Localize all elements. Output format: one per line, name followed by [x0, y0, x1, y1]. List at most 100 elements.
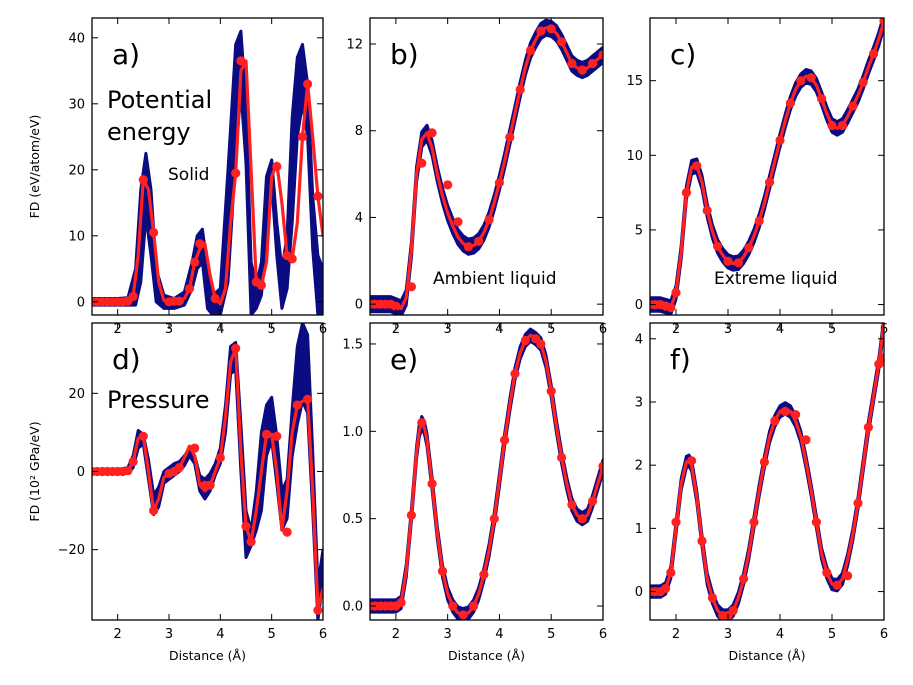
x-tick-label: 5 — [547, 627, 555, 642]
axes-frame — [369, 322, 604, 621]
axes-frame — [91, 17, 324, 316]
data-point — [546, 386, 556, 396]
data-point — [427, 128, 437, 138]
data-point — [437, 566, 448, 576]
y-tick-label: 0 — [77, 465, 85, 480]
x-tick-label: 2 — [114, 627, 122, 642]
x-tick-label: 2 — [672, 627, 680, 642]
data-point — [241, 521, 251, 531]
data-point — [195, 239, 205, 249]
data-point — [567, 500, 577, 510]
data-point — [557, 452, 567, 463]
fit-line — [370, 26, 603, 311]
data-point — [853, 498, 863, 508]
data-point — [661, 583, 671, 594]
data-point — [536, 26, 546, 36]
y-tick-label: 20 — [68, 163, 85, 178]
data-point — [190, 443, 200, 453]
data-point — [874, 359, 884, 369]
data-point — [832, 580, 842, 590]
data-point — [827, 120, 837, 131]
data-point — [174, 296, 184, 306]
y-tick-label: 10 — [626, 149, 643, 164]
data-point — [770, 416, 780, 426]
x-tick-label: 6 — [880, 627, 888, 642]
x-tick-label: 2 — [392, 322, 400, 337]
data-point — [458, 610, 468, 620]
y-axis-label: FD (10² GPa/eV) — [27, 421, 42, 521]
data-point — [463, 242, 473, 252]
x-axis-label: Distance (Å) — [729, 648, 806, 663]
y-tick-label: 0 — [635, 585, 643, 600]
panel-letter: b) — [390, 38, 419, 71]
data-point — [128, 457, 138, 467]
data-point — [744, 243, 754, 253]
data-point — [567, 58, 577, 69]
x-tick-label: 4 — [776, 627, 784, 642]
data-point — [536, 339, 546, 349]
data-point — [448, 601, 458, 611]
x-tick-label: 4 — [216, 322, 224, 337]
data-point — [879, 353, 884, 363]
y-tick-label: 1.0 — [342, 425, 363, 440]
panel-letter: d) — [112, 343, 141, 376]
y-tick-label: 0.5 — [342, 512, 363, 527]
data-point — [138, 431, 148, 441]
panel-letter: e) — [390, 343, 418, 376]
data-point — [869, 49, 879, 59]
data-point — [292, 400, 302, 410]
data-point — [728, 605, 738, 616]
data-point — [598, 50, 603, 60]
data-point — [785, 98, 796, 108]
data-point — [484, 215, 494, 225]
data-point — [697, 536, 707, 546]
y-tick-label: 12 — [346, 38, 363, 53]
data-point — [149, 506, 159, 516]
data-point — [210, 293, 220, 304]
y-tick-label: 4 — [635, 332, 643, 347]
y-axis-label: FD (eV/atom/eV) — [27, 115, 42, 219]
data-point — [671, 288, 681, 298]
data-point — [297, 132, 308, 142]
x-tick-label: 4 — [776, 322, 784, 337]
data-point — [577, 514, 587, 524]
data-point — [863, 422, 874, 432]
data-point — [713, 241, 723, 251]
data-point — [313, 191, 323, 201]
x-axis-label: Distance (Å) — [448, 648, 525, 663]
data-point — [138, 175, 148, 185]
y-tick-label: 10 — [68, 229, 85, 244]
x-tick-label: 5 — [828, 627, 836, 642]
data-point — [858, 77, 868, 87]
y-tick-label: 4 — [355, 211, 363, 226]
x-tick-label: 2 — [672, 322, 680, 337]
x-tick-label: 4 — [495, 322, 503, 337]
data-point — [174, 463, 184, 473]
data-point — [692, 161, 702, 171]
data-point — [546, 24, 556, 34]
plot-area — [370, 18, 603, 315]
data-point — [598, 461, 603, 471]
data-point — [723, 256, 733, 266]
data-point — [231, 168, 241, 178]
data-point — [806, 73, 816, 83]
data-point — [190, 257, 200, 267]
x-tick-label: 3 — [444, 627, 452, 642]
data-point — [149, 227, 159, 238]
data-point — [489, 514, 499, 524]
x-tick-label: 2 — [114, 322, 122, 337]
axes-frame — [649, 17, 885, 316]
data-point — [272, 161, 282, 172]
data-point — [427, 479, 437, 489]
x-tick-label: 5 — [268, 627, 276, 642]
plot-area — [92, 29, 323, 315]
x-tick-label: 4 — [495, 627, 503, 642]
x-axis-label: Distance (Å) — [169, 648, 246, 663]
y-tick-label: 8 — [355, 124, 363, 139]
data-point — [822, 568, 832, 578]
panel-d: 2 3 4 5 6 −20 0 20 Distance (Å) FD (10² GPa/eV) d)… — [27, 322, 327, 663]
data-point — [236, 56, 246, 66]
x-tick-label: 4 — [216, 627, 224, 642]
x-tick-label: 3 — [724, 322, 732, 337]
